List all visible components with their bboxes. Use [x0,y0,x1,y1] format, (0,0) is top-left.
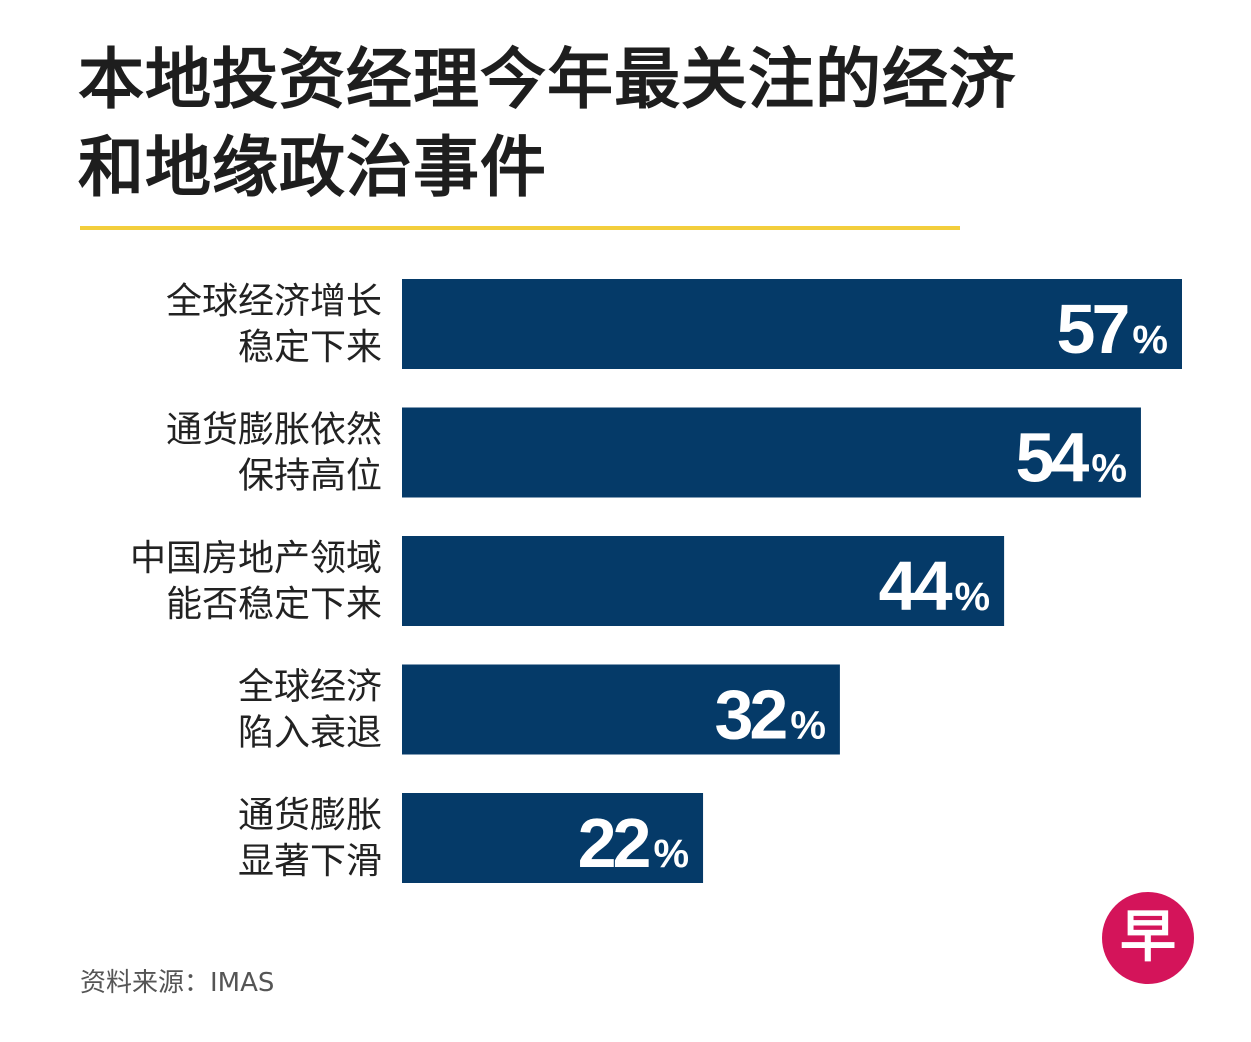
logo-glyph: 早 [1120,905,1176,970]
data-label-unit: % [955,575,990,619]
category-label: 能否稳定下来 [166,584,382,625]
data-label-value: 22 [578,804,650,882]
data-label-unit: % [1132,318,1167,362]
category-label: 保持高位 [238,456,382,497]
data-label: 54% [1015,419,1126,497]
title-underline [80,226,960,230]
data-label-unit: % [653,832,688,876]
category-label: 全球经济 [238,667,382,708]
category-label: 显著下滑 [238,841,382,882]
data-label-value: 57 [1057,290,1128,368]
category-label: 稳定下来 [238,327,382,368]
data-label-value: 32 [714,676,786,754]
title-line-2: 和地缘政治事件 [78,129,547,206]
category-label: 通货膨胀 [238,795,382,836]
category-label: 全球经济增长 [166,281,382,322]
source-note: 资料来源：IMAS [80,968,275,998]
data-label-value: 44 [879,547,953,625]
title-line-1: 本地投资经理今年最关注的经济 [78,41,1016,118]
bar [402,279,1182,369]
data-label: 57% [1057,290,1168,368]
bar [402,793,704,883]
data-label-unit: % [790,704,825,748]
bar [402,407,1141,498]
data-label-unit: % [1091,447,1126,491]
category-label: 陷入衰退 [238,713,382,754]
data-label: 32% [714,676,825,754]
bar [402,536,1005,626]
bar [402,664,840,755]
chart-title: 本地投资经理今年最关注的经济 和地缘政治事件 [78,36,1198,212]
category-label: 通货膨胀依然 [166,410,382,451]
zaobao-logo-icon: 早 [1102,892,1194,984]
category-label: 中国房地产领域 [130,538,382,579]
data-label-value: 54 [1015,419,1089,497]
logo-circle [1102,892,1194,984]
